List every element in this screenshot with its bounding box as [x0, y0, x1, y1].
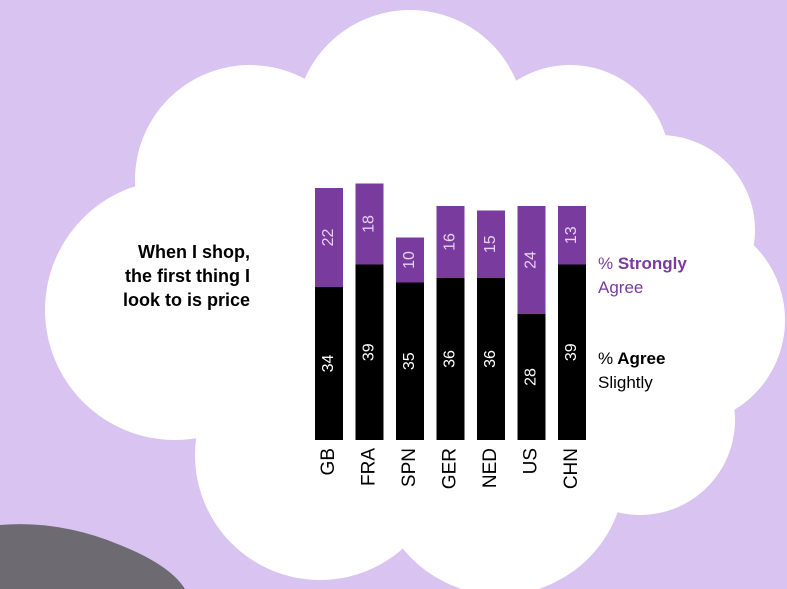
value-label: 36	[442, 350, 459, 368]
legend-entry: % Agree Slightly	[598, 349, 665, 392]
x-tick-label: US	[521, 448, 542, 474]
value-label: 39	[361, 343, 378, 361]
x-tick-label: CHN	[561, 448, 582, 489]
plot: 34 22 GB 39 18 FRA 35 10 SPN 36 16 GER 36 15 NED 28 24 US…	[315, 183, 687, 489]
legend-word: Slightly	[598, 373, 653, 392]
value-label: 16	[442, 233, 459, 251]
value-label: 10	[401, 251, 418, 269]
x-tick-label: GER	[440, 448, 461, 489]
value-label: 18	[361, 215, 378, 233]
value-label: 13	[563, 226, 580, 244]
legend-word: Strongly	[613, 254, 687, 273]
dog-photo	[0, 524, 185, 589]
annotation-line: When I shop,	[138, 242, 250, 262]
bar-segment	[558, 264, 586, 440]
legend-word: Agree	[613, 349, 665, 368]
bar-segment	[315, 287, 343, 440]
value-label: 28	[523, 368, 540, 386]
annotation-line: look to is price	[123, 290, 250, 310]
value-label: 22	[320, 229, 337, 247]
value-label: 15	[482, 235, 499, 253]
legend-entry: % Strongly Agree	[598, 254, 687, 297]
x-tick-label: GB	[318, 448, 339, 475]
x-tick-label: SPN	[399, 448, 420, 487]
bar-segment	[396, 282, 424, 440]
bar-segment	[436, 278, 465, 440]
value-label: 35	[401, 352, 418, 370]
legend-word: Agree	[598, 278, 643, 297]
legend-word: %	[598, 349, 613, 368]
bar-segment	[558, 206, 586, 265]
value-label: 36	[482, 350, 499, 368]
annotation: When I shop, the first thing I look to is …	[123, 242, 250, 310]
annotation-line: the first thing I	[125, 266, 250, 286]
value-label: 24	[523, 251, 540, 269]
legend-word: %	[598, 254, 613, 273]
value-label: 34	[320, 355, 337, 373]
bar-segment	[517, 314, 546, 440]
bar-segment	[355, 183, 384, 265]
bar-segment	[355, 264, 384, 440]
bar-segment	[315, 188, 343, 287]
x-tick-label: FRA	[359, 448, 380, 486]
bar-segment	[477, 278, 505, 440]
bar-segment	[436, 206, 465, 278]
bar-segment	[396, 237, 424, 283]
x-tick-label: NED	[480, 448, 501, 488]
value-label: 39	[563, 343, 580, 361]
bar-segment	[477, 210, 505, 278]
bar-segment	[517, 206, 546, 314]
